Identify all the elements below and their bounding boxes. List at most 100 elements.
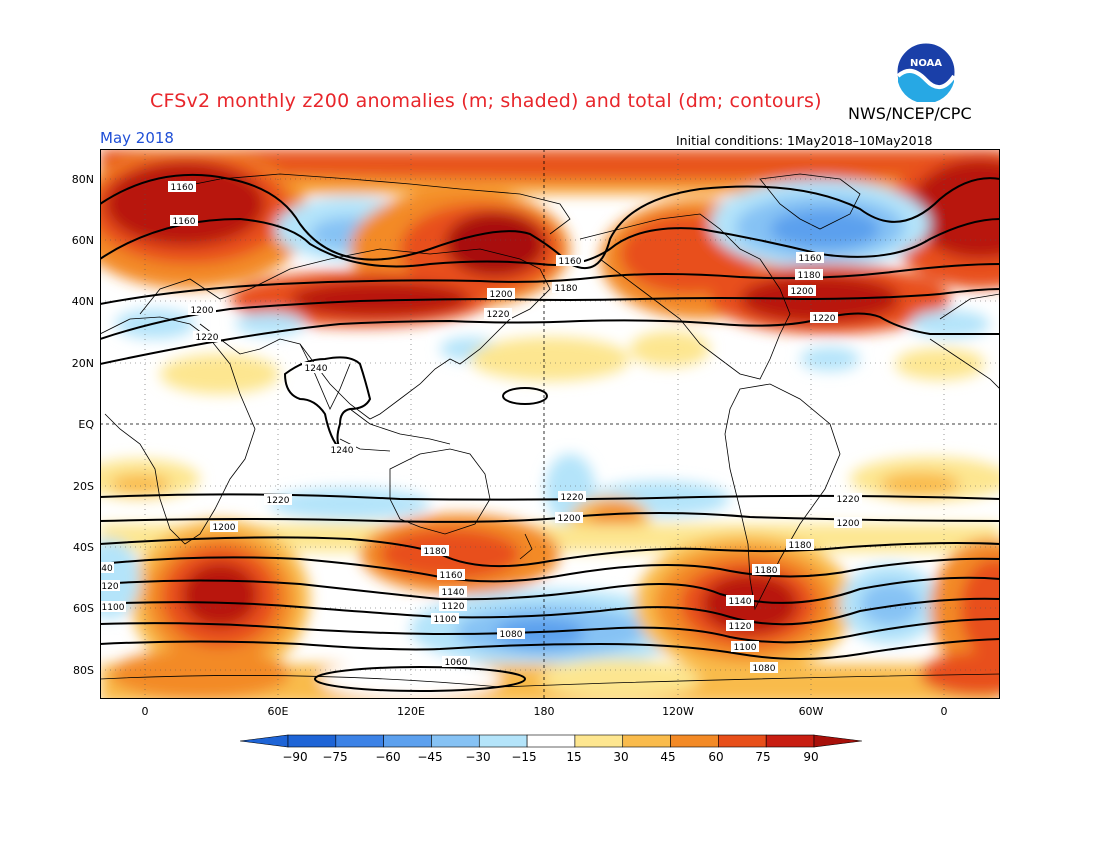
colorbar-label: −15	[511, 750, 537, 764]
initial-conditions-label: Initial conditions: 1May2018–10May2018	[676, 133, 933, 148]
contour-label: 1180	[786, 539, 814, 551]
colorbar-cell	[765, 734, 815, 748]
svg-text:1060: 1060	[445, 658, 468, 668]
svg-text:1080: 1080	[500, 630, 523, 640]
anomaly-map: 1160 1160 1160 1160 1180 1180 1200 1200 …	[100, 149, 1000, 699]
contour-label: 1180	[795, 269, 823, 281]
colorbar-label: −45	[417, 750, 443, 764]
lat-label: 40S	[73, 541, 94, 554]
contour-label: 1180	[552, 282, 580, 294]
svg-text:1160: 1160	[799, 254, 822, 264]
contour-label: 1160	[170, 215, 198, 227]
svg-text:1120: 1120	[729, 622, 752, 632]
colorbar-label: 15	[566, 750, 582, 764]
colorbar-cell	[574, 734, 624, 748]
contour-label: 1100	[431, 613, 459, 625]
lat-label: 40N	[71, 295, 94, 308]
contour-label: 1220	[834, 493, 862, 505]
svg-text:1160: 1160	[171, 183, 194, 193]
contour-label: 1060	[442, 656, 470, 668]
lon-label: 60W	[798, 705, 824, 718]
noaa-logo: NOAA	[896, 42, 956, 102]
color-bar	[240, 734, 862, 748]
contour-label: 1160	[168, 181, 196, 193]
colorbar-label: 30	[613, 750, 629, 764]
svg-text:1180: 1180	[798, 271, 821, 281]
colorbar-cell	[383, 734, 432, 748]
lon-label: 120W	[662, 705, 694, 718]
contour-label: 1120	[726, 620, 754, 632]
contour-label: 1200	[210, 521, 238, 533]
svg-text:1240: 1240	[305, 364, 328, 374]
contour-label: 1080	[750, 662, 778, 674]
lat-label: 80N	[71, 173, 94, 186]
contour-label: 1180	[752, 564, 780, 576]
contour-label: 1100	[100, 601, 126, 613]
contour-label: 1240	[302, 362, 330, 374]
logo-text: NOAA	[910, 58, 942, 69]
lon-label: 120E	[397, 705, 425, 718]
colorbar-label: 90	[803, 750, 819, 764]
svg-text:1180: 1180	[424, 547, 447, 557]
colorbar-cell	[718, 734, 767, 748]
svg-text:1220: 1220	[561, 493, 584, 503]
contour-label: 1200	[834, 517, 862, 529]
svg-text:1080: 1080	[753, 664, 776, 674]
colorbar-label: −75	[322, 750, 348, 764]
svg-text:1140: 1140	[442, 588, 465, 598]
svg-text:1220: 1220	[196, 333, 219, 343]
month-label: May 2018	[100, 129, 174, 147]
svg-text:1220: 1220	[487, 310, 510, 320]
svg-text:1160: 1160	[440, 571, 463, 581]
contour-label: 1080	[497, 628, 525, 640]
contour-label: 1220	[558, 491, 586, 503]
contour-label: 1220	[193, 331, 221, 343]
lat-label: 20S	[73, 480, 94, 493]
colorbar-label: 45	[660, 750, 676, 764]
anomaly-shading	[100, 149, 1000, 699]
contour-label: 1200	[487, 288, 515, 300]
contour-label: 1100	[731, 641, 759, 653]
contour-label: 1220	[484, 308, 512, 320]
colorbar-cell	[670, 734, 719, 748]
colorbar-cell	[335, 734, 384, 748]
colorbar-label: 75	[755, 750, 771, 764]
lat-label: 20N	[71, 357, 94, 370]
lon-label: 0	[940, 705, 948, 718]
colorbar-cell	[478, 734, 528, 748]
svg-text:120: 120	[101, 582, 118, 592]
contour-label: 1220	[264, 494, 292, 506]
chart-title: CFSv2 monthly z200 anomalies (m; shaded)…	[150, 90, 822, 112]
colorbar-cell	[526, 734, 576, 748]
colorbar-cell	[622, 734, 671, 748]
contour-label: 1140	[726, 595, 754, 607]
contour-label: 1160	[556, 255, 584, 267]
svg-text:40: 40	[101, 564, 113, 574]
colorbar-label: −30	[465, 750, 491, 764]
colorbar-label: −90	[282, 750, 308, 764]
minor-gridlines	[100, 149, 1000, 699]
colorbar-arrow-low	[240, 734, 289, 748]
contour-label: 40	[100, 562, 114, 574]
contour-label: 1240	[328, 444, 356, 456]
latitude-axis: 80N 60N 40N 20N EQ 20S 40S 60S 80S	[34, 149, 94, 699]
colorbar-label: −60	[375, 750, 401, 764]
lon-label: 0	[141, 705, 149, 718]
longitude-axis: 0 60E 120E 180 120W 60W 0	[100, 705, 1000, 721]
contour-label: 1200	[100, 149, 112, 152]
contour-label: 1200	[555, 512, 583, 524]
lat-label: EQ	[78, 418, 94, 431]
svg-text:1220: 1220	[267, 496, 290, 506]
lon-label: 180	[533, 705, 555, 718]
svg-text:1240: 1240	[331, 446, 354, 456]
contour-labels: 1160 1160 1160 1160 1180 1180 1200 1200 …	[100, 149, 862, 674]
contour-label: 1200	[788, 285, 816, 297]
contour-label: 120	[100, 580, 120, 592]
svg-text:1200: 1200	[837, 519, 860, 529]
svg-text:1200: 1200	[191, 306, 214, 316]
svg-text:1200: 1200	[558, 514, 581, 524]
svg-text:1180: 1180	[755, 566, 778, 576]
svg-text:1180: 1180	[789, 541, 812, 551]
lat-label: 60N	[71, 234, 94, 247]
contour-label: 1200	[188, 304, 216, 316]
